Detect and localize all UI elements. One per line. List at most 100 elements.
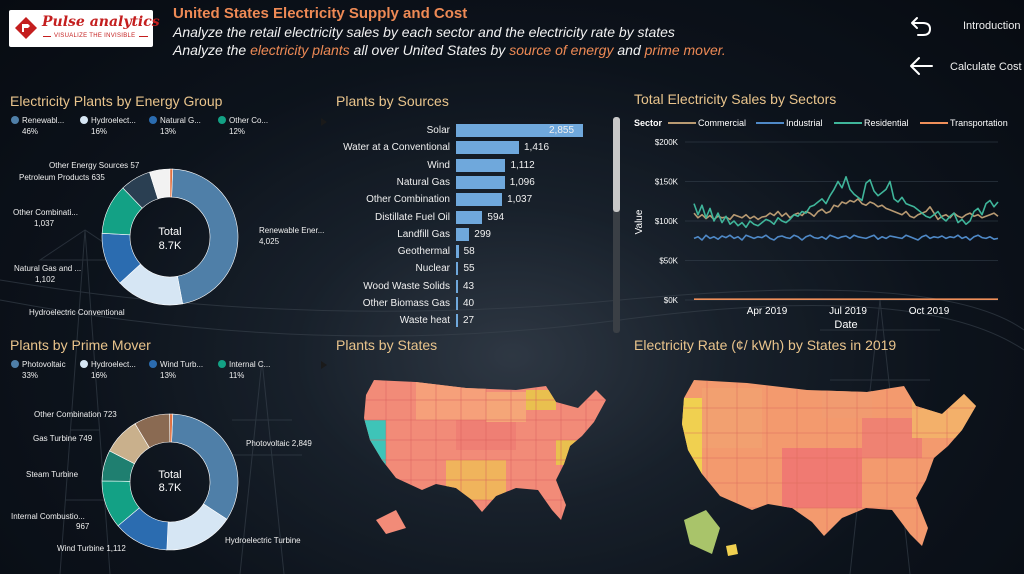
energy-group-title: Electricity Plants by Energy Group	[10, 93, 223, 109]
eg-label-renewable: Renewable Ener...	[259, 226, 325, 235]
energy-group-donut[interactable]	[100, 167, 240, 307]
legend-label: Photovoltaic	[22, 360, 66, 369]
prime-legend-next-chevron-icon[interactable]	[321, 361, 327, 369]
logo-tagline: VISUALIZE THE INVISIBLE	[54, 33, 136, 39]
subtitle-text-e: and	[613, 42, 645, 58]
electricity-rate-title: Electricity Rate (¢/ kWh) by States in 2…	[634, 337, 897, 353]
prime-center-value: 8.7K	[158, 482, 182, 494]
legend-percent: 46%	[22, 127, 39, 136]
legend-series-label[interactable]: Commercial	[698, 118, 746, 128]
prime-mover-title: Plants by Prime Mover	[10, 337, 151, 353]
legend-series-label[interactable]: Residential	[864, 118, 909, 128]
plants-by-sources-title: Plants by Sources	[336, 93, 449, 109]
bar-value-label: 1,416	[523, 142, 550, 154]
page-subtitle-2: Analyze the electricity plants all over …	[173, 42, 726, 58]
sales-line-chart[interactable]: Sector Commercial Industrial Residential Tra…	[630, 112, 1020, 334]
bar[interactable]	[456, 262, 459, 276]
legend-next-chevron-icon[interactable]	[321, 118, 327, 126]
bar-value-label: 27	[463, 315, 475, 327]
bar[interactable]	[456, 314, 458, 328]
page-title: United States Electricity Supply and Cos…	[173, 5, 468, 22]
bar[interactable]	[456, 279, 458, 293]
pm-label-hydro: Hydroelectric Turbine	[225, 536, 301, 545]
bar[interactable]	[456, 210, 483, 224]
pm-label-wind: Wind Turbine 1,112	[57, 544, 126, 553]
pulse-analytics-logo: Pulse analytics VISUALIZE THE INVISIBLE	[9, 10, 160, 47]
bar[interactable]	[456, 141, 519, 155]
y-tick-label: $0K	[664, 296, 679, 305]
legend-swatch-icon	[149, 116, 157, 124]
pm-label-internal: Internal Combustio...	[11, 512, 85, 521]
donut-slice[interactable]	[171, 168, 239, 305]
bar-value-label: 55	[463, 263, 475, 275]
legend-series-label[interactable]: Industrial	[786, 118, 823, 128]
subtitle-text-a: Analyze the	[173, 42, 251, 58]
bar[interactable]	[456, 158, 506, 172]
eg-label-renewable-value: 4,025	[259, 237, 280, 246]
bar-category-label: Nuclear	[415, 263, 450, 275]
sources-scrollbar-track[interactable]	[613, 117, 620, 333]
legend-label: Wind Turb...	[160, 360, 204, 369]
series-line[interactable]	[693, 198, 999, 221]
back-arrow-icon[interactable]	[908, 12, 934, 38]
subtitle-highlight-plants: electricity plants	[250, 42, 350, 58]
bar-value-label: 43	[463, 280, 475, 292]
electricity-rate-map[interactable]	[672, 358, 990, 568]
legend-label: Hydroelect...	[91, 116, 136, 125]
x-tick-label: Oct 2019	[909, 306, 950, 317]
donut-slice[interactable]	[169, 413, 174, 443]
left-arrow-icon[interactable]	[908, 54, 934, 80]
bar-category-label: Other Biomass Gas	[362, 298, 450, 309]
legend-label: Hydroelect...	[91, 360, 136, 369]
logo-rule-left	[43, 36, 51, 37]
legend-item[interactable]: Wind Turb...	[149, 360, 203, 369]
donut-slice[interactable]	[171, 413, 239, 520]
donut-slice[interactable]	[169, 168, 174, 198]
y-tick-label: $50K	[659, 257, 678, 266]
legend-swatch-icon	[80, 116, 88, 124]
legend-label: Renewabl...	[22, 116, 65, 125]
legend-percent: 33%	[22, 371, 39, 380]
subtitle-text-c: all over United States by	[349, 42, 510, 58]
legend-item[interactable]: Photovoltaic	[11, 360, 66, 369]
logo-rule-right	[139, 36, 148, 37]
plants-by-states-title: Plants by States	[336, 337, 438, 353]
x-tick-label: Apr 2019	[747, 306, 788, 317]
nav-introduction-button[interactable]: Introduction	[963, 20, 1021, 32]
energy-group-center-value: 8.7K	[158, 240, 182, 252]
eg-label-other-energy: Other Energy Sources 57	[49, 161, 140, 170]
legend-series-label[interactable]: Transportation	[950, 118, 1008, 128]
legend-swatch-icon	[11, 116, 19, 124]
pm-label-gas-turbine: Gas Turbine 749	[33, 434, 93, 443]
legend-label: Other Co...	[229, 116, 269, 125]
legend-percent: 13%	[160, 371, 177, 380]
legend-item[interactable]: Internal C...	[218, 360, 270, 369]
bar[interactable]	[456, 193, 503, 207]
bar[interactable]	[456, 227, 470, 241]
legend-item[interactable]: Hydroelect...	[80, 360, 136, 369]
legend-item[interactable]: Other Co...	[218, 116, 268, 125]
x-tick-label: Jul 2019	[829, 306, 867, 317]
legend-percent: 11%	[229, 371, 245, 380]
sources-scrollbar-thumb[interactable]	[613, 117, 620, 212]
page-subtitle-1: Analyze the retail electricity sales by …	[173, 24, 675, 40]
bar-value-label: 594	[487, 211, 505, 223]
prime-mover-donut[interactable]	[100, 412, 240, 552]
nav-calculate-cost-button[interactable]: Calculate Cost	[950, 61, 1022, 73]
legend-item[interactable]: Renewabl...	[11, 116, 64, 125]
bar-category-label: Solar	[426, 125, 450, 136]
y-tick-label: $150K	[655, 178, 679, 187]
prime-center-label: Total	[158, 469, 182, 481]
bar[interactable]	[456, 175, 505, 189]
legend-item[interactable]: Natural G...	[149, 116, 201, 125]
legend-swatch-icon	[218, 360, 226, 368]
plants-by-states-map[interactable]	[356, 360, 618, 540]
bar-category-label: Other Combination	[366, 194, 450, 206]
bar[interactable]	[456, 297, 458, 310]
series-line[interactable]	[693, 234, 999, 241]
bar[interactable]	[456, 124, 583, 137]
legend-item[interactable]: Hydroelect...	[80, 116, 136, 125]
series-line[interactable]	[693, 176, 999, 229]
bar-value-label: 2,855	[549, 125, 575, 136]
bar[interactable]	[456, 245, 459, 259]
